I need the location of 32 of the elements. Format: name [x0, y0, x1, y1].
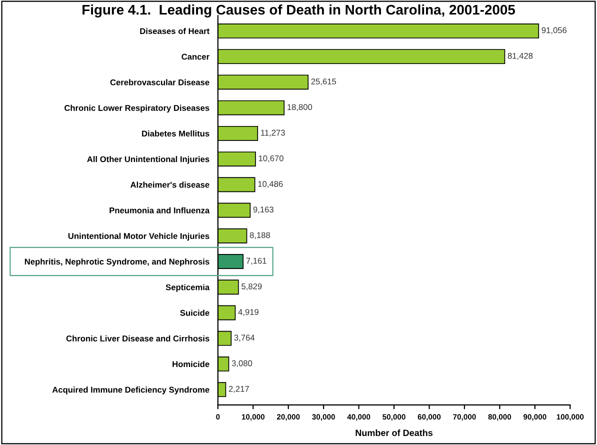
data-label: 18,800 — [288, 104, 312, 112]
y-tick-label: Chronic Lower Respiratory Diseases — [64, 104, 210, 113]
data-label: 9,163 — [253, 206, 274, 214]
chart-title: Figure 4.1. Leading Causes of Death in North Carolina, 2001-2005 — [82, 4, 516, 18]
data-label: 7,161 — [246, 258, 266, 265]
y-tick-label: Pneumonia and Influenza — [110, 207, 210, 214]
y-tick-label: Unintentional Motor Vehicle Injuries — [68, 232, 210, 241]
data-label: 8,188 — [250, 232, 270, 240]
data-label: 25,615 — [311, 78, 336, 86]
y-tick-label: Cerebrovascular Disease — [110, 79, 210, 86]
y-tick-label: Nephritis, Nephrotic Syndrome, and Nephrosis — [24, 258, 210, 266]
y-tick-label: Alzheimer's disease — [130, 182, 210, 188]
data-label: 11,273 — [261, 130, 285, 137]
y-tick-label: All Other Unintentional Injuries — [87, 156, 210, 164]
data-label: 3,764 — [234, 334, 255, 342]
y-tick-label: Homicide — [172, 360, 210, 368]
y-tick-label: Suicide — [180, 310, 210, 316]
y-tick-label: Septicemia — [166, 284, 210, 292]
data-label: 3,080 — [232, 360, 252, 368]
x-axis-title: Number of Deaths — [356, 429, 433, 436]
data-label: 81,428 — [508, 52, 533, 60]
data-label: 91,056 — [542, 27, 567, 34]
data-label: 5,829 — [242, 283, 262, 290]
y-tick-label: Chronic Liver Disease and Cirrhosis — [66, 335, 210, 342]
data-label: 4,919 — [238, 309, 258, 316]
y-tick-label: Diabetes Mellitus — [142, 130, 210, 137]
y-tick-label: Cancer — [182, 54, 210, 60]
data-label: 2,217 — [228, 386, 249, 393]
y-tick-label: Acquired Immune Deficiency Syndrome — [52, 386, 210, 394]
data-label: 10,670 — [258, 155, 284, 162]
y-tick-label: Diseases of Heart — [140, 28, 210, 34]
data-label: 10,486 — [258, 180, 283, 188]
